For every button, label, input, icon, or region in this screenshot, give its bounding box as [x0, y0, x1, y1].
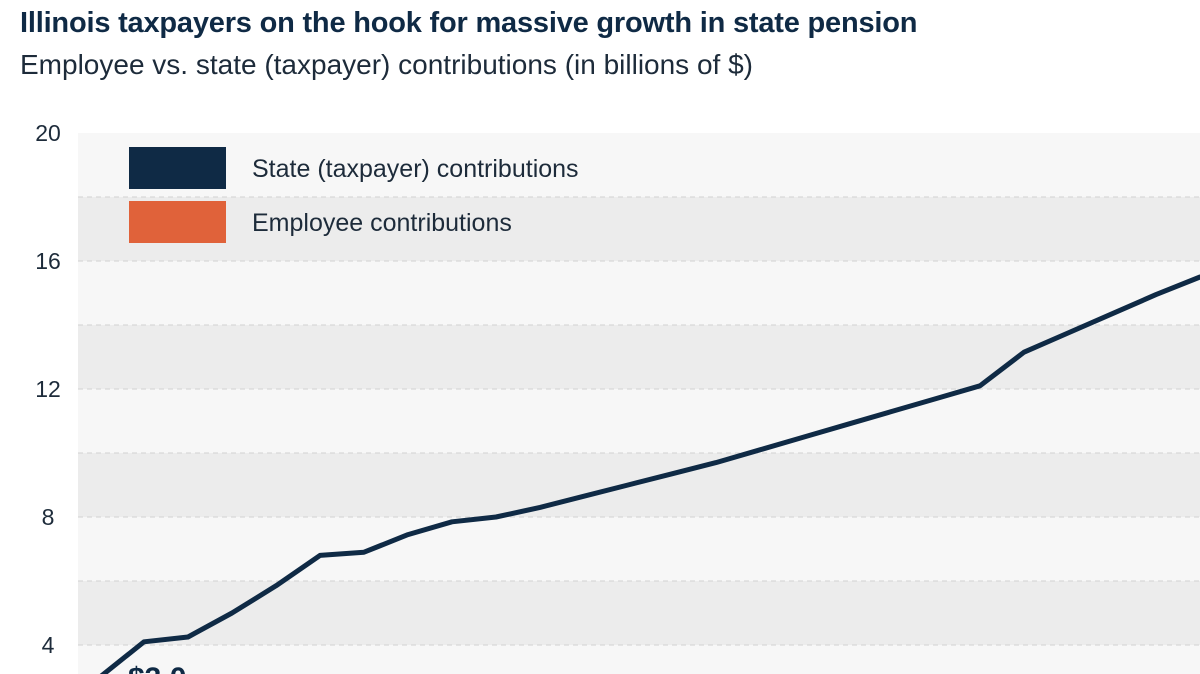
y-tick-label: 20: [35, 120, 61, 146]
legend-label: State (taxpayer) contributions: [252, 155, 579, 183]
series-lines: [99, 274, 1200, 674]
y-tick-label: 12: [35, 376, 61, 402]
y-tick-label: 8: [42, 504, 55, 530]
y-axis-tick-labels: 4 8 12 16 20: [35, 120, 61, 658]
grid-band: [78, 133, 1200, 197]
legend-swatch: [129, 201, 226, 243]
grid-band: [78, 261, 1200, 325]
grid-band: [78, 325, 1200, 389]
y-tick-label: 4: [42, 632, 55, 658]
grid-band: [78, 581, 1200, 645]
legend-label: Employee contributions: [252, 209, 512, 237]
series-line-state-contributions: [99, 274, 1200, 674]
grid-bands: [78, 133, 1200, 674]
annotations: $3.0: [128, 662, 186, 674]
grid-band: [78, 517, 1200, 581]
legend: State (taxpayer) contributions Employee c…: [129, 147, 579, 243]
legend-swatch: [129, 147, 226, 189]
grid-band: [78, 389, 1200, 453]
grid-lines: [78, 196, 1200, 646]
chart-title: Illinois taxpayers on the hook for massi…: [20, 7, 918, 39]
grid-band: [78, 453, 1200, 517]
grid-band: [78, 645, 1200, 674]
y-tick-label: 16: [35, 248, 61, 274]
annotation-label: $3.0: [128, 662, 186, 674]
grid-band: [78, 197, 1200, 261]
chart-subtitle: Employee vs. state (taxpayer) contributi…: [20, 49, 753, 80]
